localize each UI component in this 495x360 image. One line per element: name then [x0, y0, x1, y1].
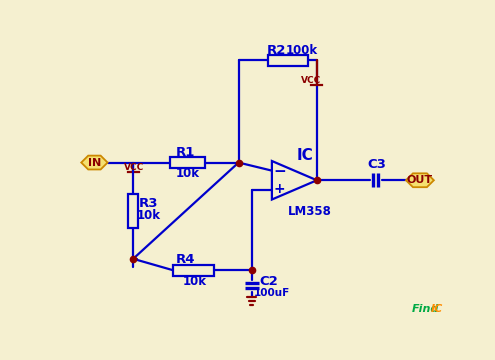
Text: 100k: 100k — [286, 44, 318, 57]
Text: 10k: 10k — [137, 209, 161, 222]
Text: 100uF: 100uF — [254, 288, 290, 298]
Bar — [268, 55, 308, 66]
Text: 10k: 10k — [175, 167, 199, 180]
Text: IN: IN — [88, 158, 101, 167]
Text: R1: R1 — [176, 146, 196, 159]
Text: LM358: LM358 — [288, 204, 332, 217]
Text: C3: C3 — [368, 158, 387, 171]
Text: VCC: VCC — [124, 163, 144, 172]
Text: IC: IC — [431, 304, 443, 314]
Text: R4: R4 — [176, 253, 196, 266]
Polygon shape — [406, 173, 434, 187]
Text: −: − — [273, 164, 286, 179]
Text: Find: Find — [412, 304, 440, 314]
Text: C2: C2 — [259, 275, 278, 288]
Bar — [170, 157, 205, 168]
Polygon shape — [272, 161, 317, 199]
Text: IC: IC — [297, 148, 314, 163]
Polygon shape — [81, 156, 107, 170]
Text: OUT: OUT — [407, 175, 433, 185]
Bar — [128, 194, 138, 228]
Text: VCC: VCC — [300, 76, 321, 85]
Text: R2: R2 — [267, 44, 286, 57]
Text: R3: R3 — [139, 197, 158, 210]
Text: 10k: 10k — [183, 275, 207, 288]
Text: +: + — [274, 182, 286, 196]
Bar — [173, 265, 214, 276]
